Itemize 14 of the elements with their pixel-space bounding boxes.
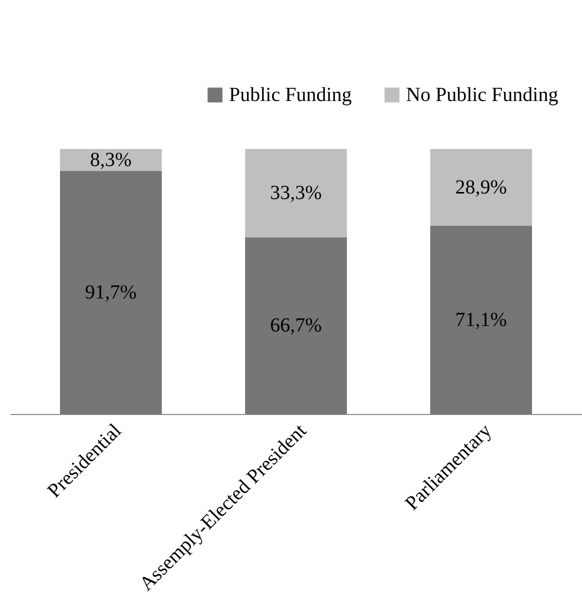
bar <box>60 170 162 414</box>
data-label: 91,7% <box>85 281 137 304</box>
legend-label: Public Funding <box>229 84 352 106</box>
bar <box>60 149 162 171</box>
data-label: 71,1% <box>455 308 507 331</box>
data-label: 28,9% <box>455 176 507 198</box>
bar <box>430 226 532 414</box>
data-label: 66,7% <box>270 314 322 337</box>
bar <box>430 149 532 226</box>
data-label: 33,3% <box>270 182 322 204</box>
bar <box>245 149 347 238</box>
bar <box>245 237 347 414</box>
data-label: 8,3% <box>90 148 132 171</box>
legend-label: No Public Funding <box>406 84 558 106</box>
